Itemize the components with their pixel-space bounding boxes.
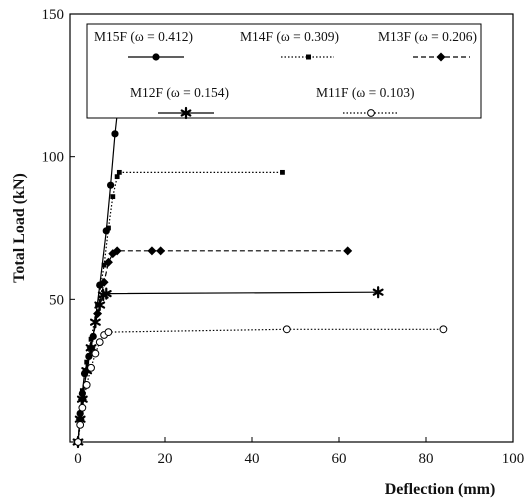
- y-tick-label: 100: [42, 150, 65, 166]
- series-line: [77, 171, 283, 443]
- legend-marker-m13f: [436, 52, 446, 62]
- data-point: [100, 287, 112, 300]
- data-point: [84, 359, 90, 365]
- data-point: [79, 388, 85, 394]
- data-point: [372, 286, 384, 299]
- data-point: [88, 336, 94, 342]
- legend-box: [86, 23, 482, 119]
- legend-item-m12f: M12F (ω = 0.154): [130, 85, 229, 120]
- series-line: [77, 100, 257, 443]
- legend-label-m14f: M14F (ω = 0.309): [240, 29, 339, 44]
- legend-label-m15f: M15F (ω = 0.412): [94, 29, 193, 44]
- legend-marker-m15f: [152, 53, 160, 61]
- legend-item-m15f: M15F (ω = 0.412): [94, 29, 193, 61]
- data-point: [156, 246, 166, 256]
- data-point: [91, 349, 100, 358]
- data-point: [111, 130, 119, 138]
- x-axis-label: Deflection (mm): [385, 481, 496, 498]
- data-point: [99, 277, 109, 287]
- data-point: [110, 194, 116, 200]
- data-point: [76, 420, 85, 429]
- y-tick-label: 50: [49, 292, 64, 308]
- legend-label-m11f: M11F (ω = 0.103): [316, 85, 415, 100]
- series-layer: [72, 97, 448, 449]
- data-point: [439, 325, 448, 334]
- data-point: [94, 298, 106, 312]
- data-point: [107, 181, 115, 189]
- legend: M15F (ω = 0.412) M14F (ω = 0.309) M13F (…: [94, 29, 477, 120]
- data-point: [95, 338, 104, 347]
- x-tick-label: 0: [74, 451, 82, 467]
- x-tick-label: 80: [419, 451, 434, 467]
- data-point: [106, 225, 111, 231]
- data-point: [147, 246, 157, 256]
- x-tick-label: 40: [245, 451, 260, 467]
- y-axis-ticks: 50 100 150: [42, 7, 75, 308]
- data-point: [78, 403, 87, 412]
- data-point: [89, 316, 101, 329]
- data-point: [343, 246, 353, 256]
- series-line: [77, 291, 379, 443]
- data-point: [104, 328, 113, 337]
- series-2: [75, 169, 285, 445]
- data-point: [85, 341, 97, 354]
- data-point: [82, 381, 91, 389]
- data-point: [116, 169, 122, 175]
- series-3: [73, 246, 353, 447]
- data-point: [76, 393, 88, 406]
- data-point: [87, 363, 95, 372]
- y-axis-label: Total Load (kN): [11, 173, 28, 283]
- series-5: [74, 325, 448, 446]
- series-4: [72, 286, 384, 449]
- legend-marker-m14f: [306, 54, 311, 60]
- x-tick-label: 20: [158, 451, 173, 467]
- legend-marker-m12f: [180, 106, 192, 120]
- x-tick-label: 60: [332, 451, 347, 467]
- series-1: [74, 97, 260, 446]
- legend-item-m14f: M14F (ω = 0.309): [240, 29, 339, 60]
- x-axis-ticks: 0 20 40 60 80 100: [74, 437, 524, 467]
- data-point: [103, 257, 113, 267]
- legend-label-m12f: M12F (ω = 0.154): [130, 85, 229, 100]
- data-point: [282, 325, 291, 334]
- x-tick-label: 100: [502, 451, 525, 467]
- legend-label-m13f: M13F (ω = 0.206): [378, 29, 477, 44]
- data-point: [112, 246, 122, 256]
- plot-frame: [69, 13, 514, 443]
- data-point: [74, 438, 82, 446]
- legend-item-m11f: M11F (ω = 0.103): [316, 85, 415, 117]
- series-line: [77, 250, 348, 443]
- data-point: [101, 262, 107, 268]
- y-tick-label: 150: [42, 7, 65, 23]
- data-point: [280, 169, 285, 175]
- legend-marker-m11f: [367, 109, 375, 117]
- legend-item-m13f: M13F (ω = 0.206): [378, 29, 477, 62]
- data-point: [114, 174, 120, 180]
- series-line: [77, 328, 444, 443]
